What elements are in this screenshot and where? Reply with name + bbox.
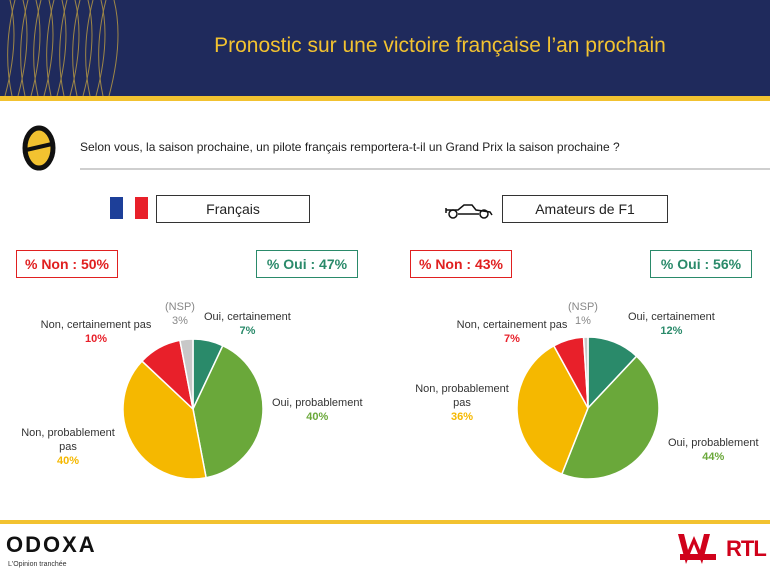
label-oui-prob-right: Oui, probablement 44%: [668, 436, 759, 464]
label-non-cert-right-name: Non, certainement pas: [456, 319, 568, 331]
label-non-cert-right: Non, certainement pas 7%: [448, 318, 576, 346]
segment-label-francais: Français: [156, 195, 310, 223]
label-non-prob-left-name: Non, probablement pas: [21, 427, 115, 453]
label-nsp-right: (NSP) 1%: [566, 300, 600, 328]
pie-amateurs-slice-oui-probablement: [560, 355, 660, 480]
label-non-prob-left: Non, probablement pas 40%: [20, 426, 116, 468]
pie-amateurs-slice-non-probablement-pas: [516, 344, 589, 475]
label-non-prob-right-name: Non, probablement pas: [415, 383, 509, 409]
odoxa-tagline: L'Opinion tranchée: [8, 561, 67, 568]
label-nsp-left-name: (NSP): [165, 301, 195, 313]
formula1-car-icon: [445, 204, 493, 219]
label-non-prob-right-value: 36%: [450, 411, 474, 423]
label-oui-cert-right: Oui, certainement 12%: [628, 310, 715, 338]
question-divider: [80, 168, 770, 170]
pie-amateurs-slice-nsp: [582, 336, 589, 409]
header-banner: Pronostic sur une victoire française l’a…: [0, 0, 770, 96]
label-nsp-right-name: (NSP): [568, 301, 598, 313]
label-non-cert-left: Non, certainement pas 10%: [34, 318, 158, 346]
label-oui-prob-left-name: Oui, probablement: [272, 397, 363, 409]
odoxa-logo: ODOXA: [6, 532, 97, 557]
label-oui-prob-left: Oui, probablement 40%: [272, 396, 363, 424]
label-nsp-left-value: 3%: [172, 315, 188, 327]
kpi-oui-right: % Oui : 56%: [650, 250, 752, 278]
label-oui-prob-left-value: 40%: [306, 411, 329, 423]
kpi-non-left: % Non : 50%: [16, 250, 118, 278]
label-oui-prob-right-value: 44%: [702, 451, 725, 463]
rtl-logo: RTL: [726, 536, 767, 561]
label-oui-cert-left-name: Oui, certainement: [204, 311, 291, 323]
page-title: Pronostic sur une victoire française l’a…: [214, 34, 666, 57]
kpi-oui-left: % Oui : 47%: [256, 250, 358, 278]
label-non-prob-right: Non, probablement pas 36%: [412, 382, 512, 424]
pie-francais-slice-nsp: [179, 338, 194, 410]
survey-question: Selon vous, la saison prochaine, un pilo…: [80, 140, 620, 154]
label-oui-cert-right-value: 12%: [660, 325, 683, 337]
pie-chart-francais: [122, 338, 264, 480]
label-non-cert-left-name: Non, certainement pas: [40, 319, 152, 331]
label-nsp-left: (NSP) 3%: [164, 300, 196, 328]
odoxa-question-icon: [22, 125, 56, 171]
decorative-pattern: [4, 0, 119, 96]
label-non-cert-right-value: 7%: [504, 333, 520, 345]
france-flag-icon: [110, 197, 148, 219]
segment-label-amateurs: Amateurs de F1: [502, 195, 668, 223]
footer-divider: [0, 520, 770, 524]
pie-chart-amateurs: [516, 336, 660, 480]
pie-francais-slice-oui-probablement: [192, 344, 264, 479]
label-oui-cert-right-name: Oui, certainement: [628, 311, 715, 323]
label-nsp-right-value: 1%: [575, 315, 591, 327]
label-oui-prob-right-name: Oui, probablement: [668, 437, 759, 449]
pie-francais-slice-non-probablement-pas: [122, 360, 207, 480]
label-non-prob-left-value: 40%: [56, 455, 80, 467]
label-non-cert-left-value: 10%: [84, 333, 108, 345]
winamax-logo: [678, 534, 716, 564]
label-oui-cert-left-value: 7%: [239, 325, 256, 337]
label-oui-cert-left: Oui, certainement 7%: [204, 310, 291, 338]
header-divider: [0, 96, 770, 101]
kpi-non-right: % Non : 43%: [410, 250, 512, 278]
